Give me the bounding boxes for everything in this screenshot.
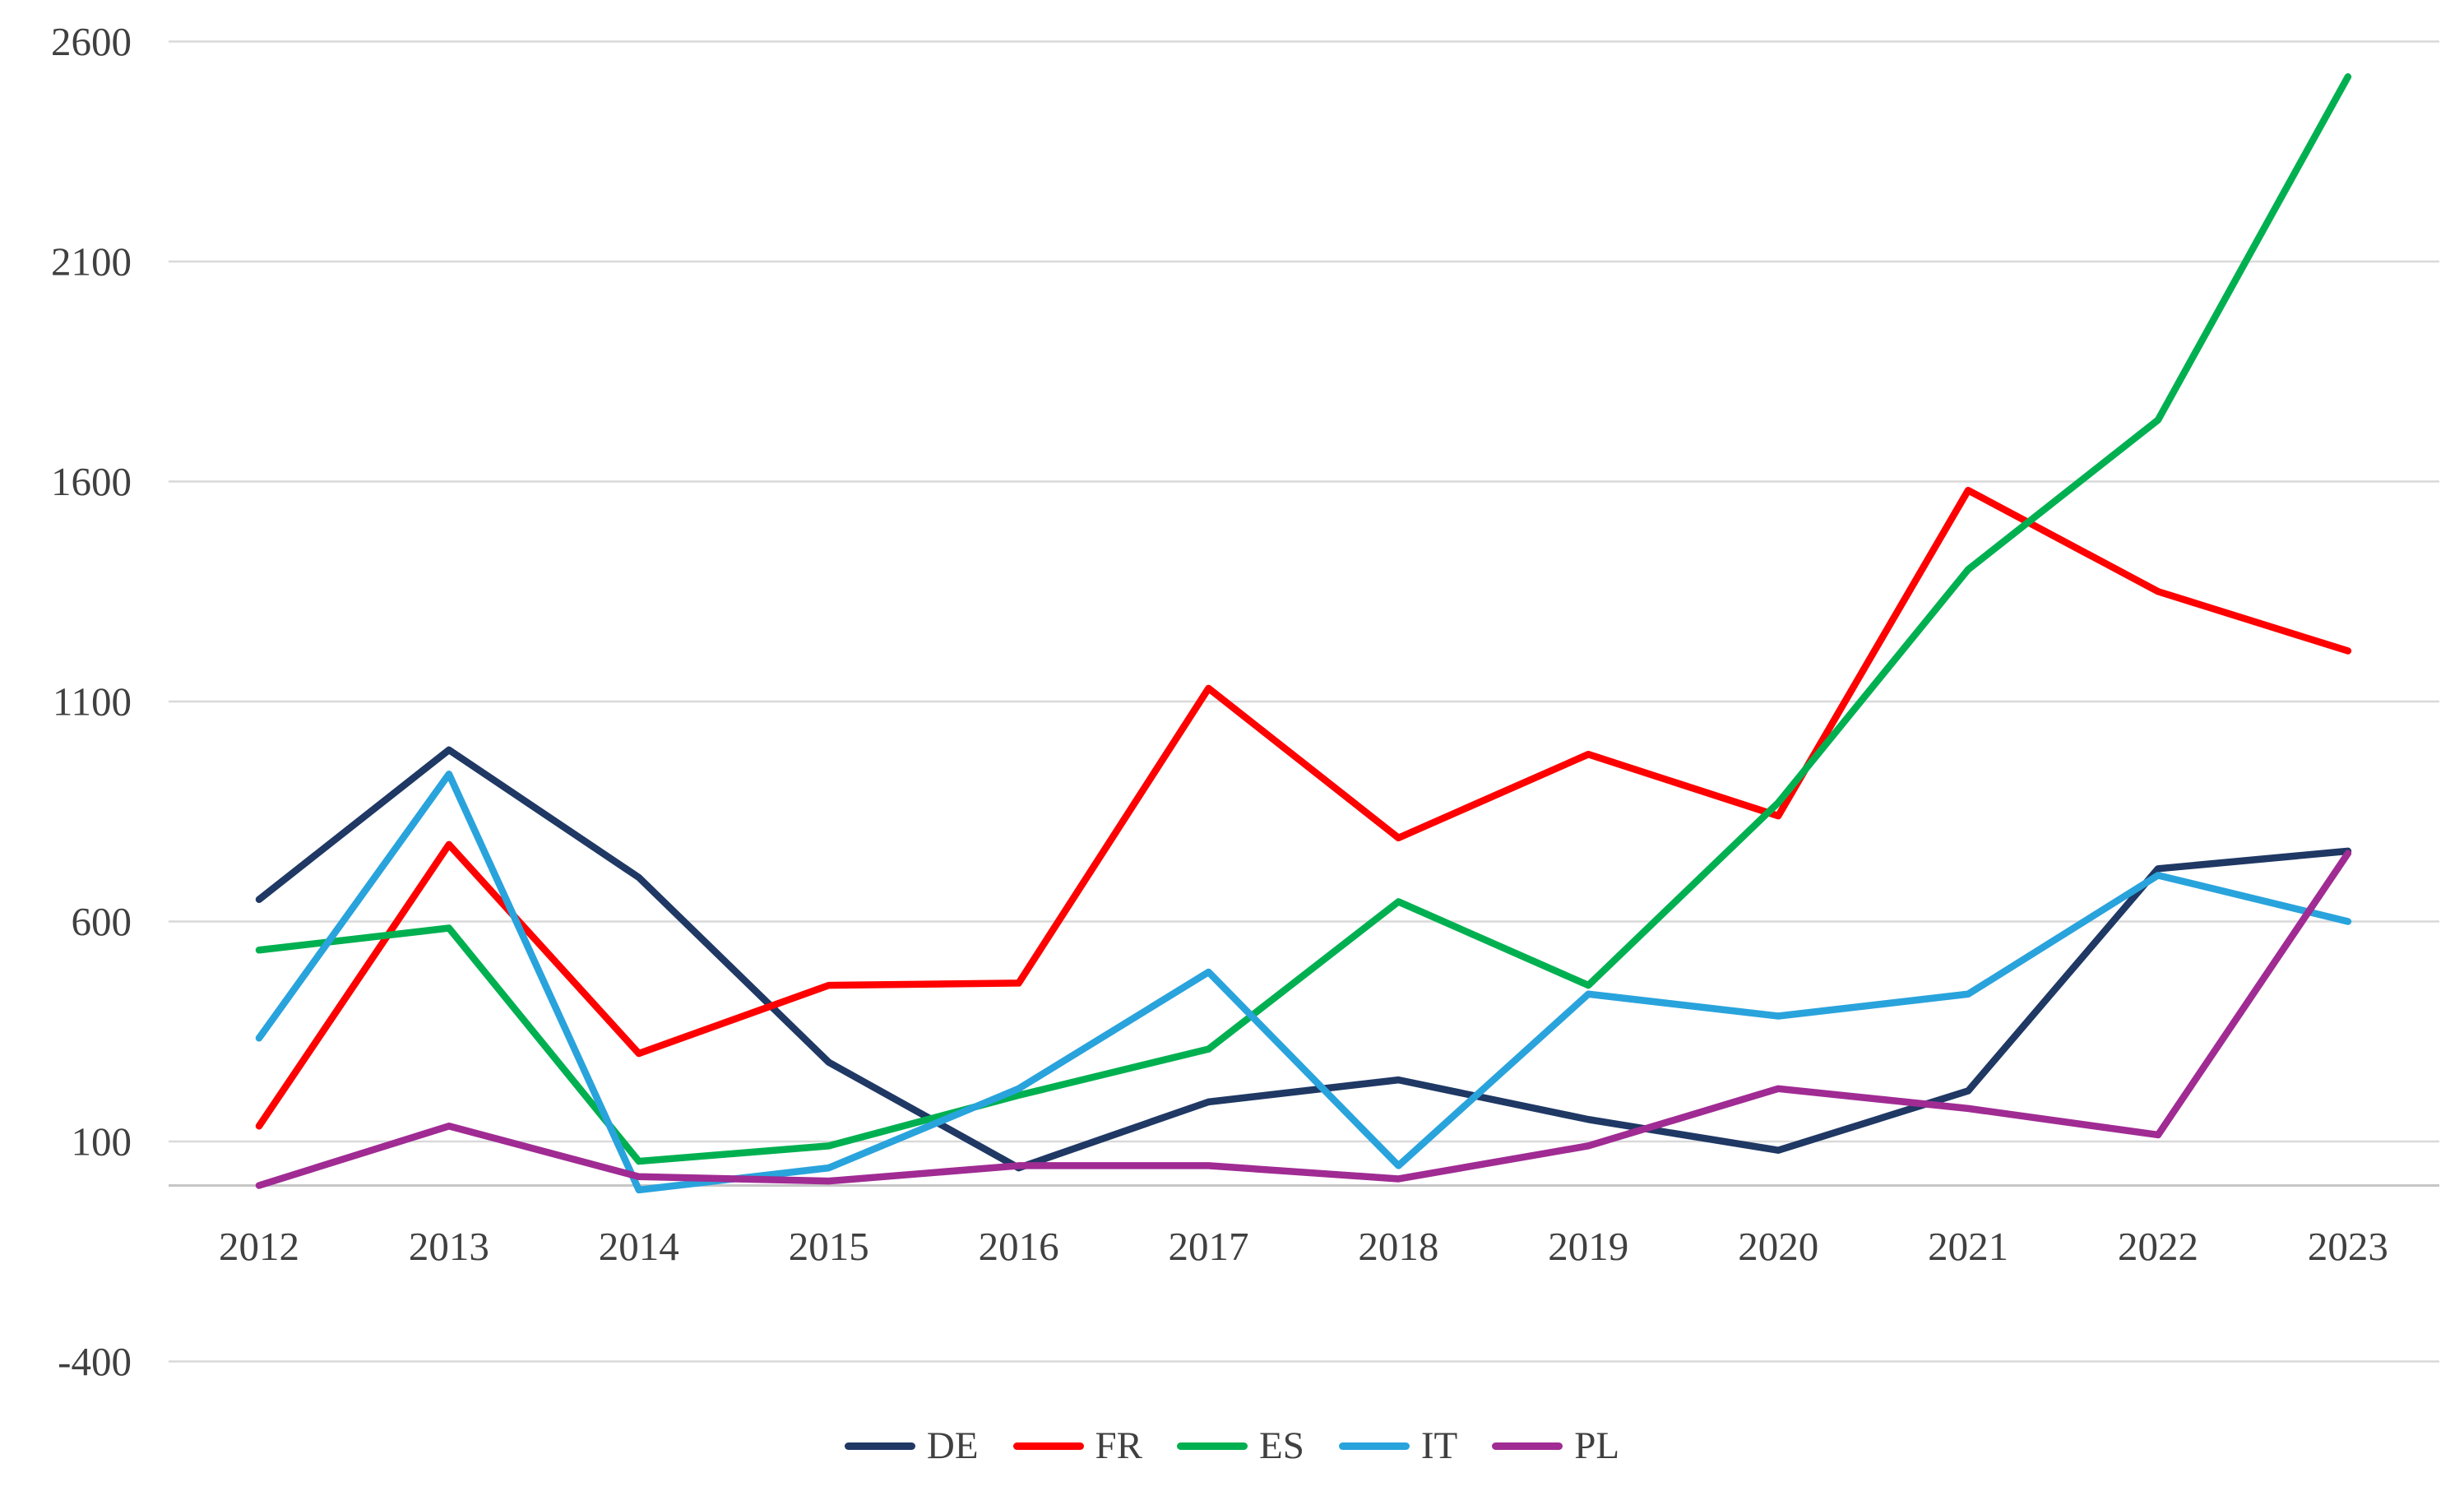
y-tick-label-2600: 2600 <box>51 19 132 64</box>
legend-item-ES: ES <box>1177 1427 1304 1466</box>
x-tick-label-2016: 2016 <box>979 1224 1059 1269</box>
x-tick-label-2018: 2018 <box>1358 1224 1438 1269</box>
x-tick-label-2023: 2023 <box>2308 1224 2388 1269</box>
legend-label-PL: PL <box>1574 1424 1620 1467</box>
series-line-FR <box>255 486 2352 1130</box>
y-tick-label-600: 600 <box>72 899 132 944</box>
x-tick-label-2013: 2013 <box>409 1224 489 1269</box>
y-tick-label-1600: 1600 <box>51 459 132 504</box>
legend-item-FR: FR <box>1012 1424 1143 1467</box>
legend-label-DE: DE <box>926 1424 979 1467</box>
legend-swatch-PL <box>1492 1442 1563 1450</box>
y-tick-label-2100: 2100 <box>51 239 132 285</box>
legend: DE FR ES IT PL <box>0 1427 2464 1466</box>
x-tick-label-2017: 2017 <box>1169 1224 1249 1269</box>
x-tick-label-2022: 2022 <box>2118 1224 2198 1269</box>
series-line-DE <box>255 746 2352 1172</box>
legend-swatch-ES <box>1177 1442 1248 1450</box>
x-tick-label-2020: 2020 <box>1738 1224 1818 1269</box>
legend-swatch-DE <box>844 1442 915 1450</box>
y-tick-label-1100: 1100 <box>53 679 132 725</box>
series-line-IT <box>255 771 2352 1194</box>
x-tick-label-2021: 2021 <box>1928 1224 2008 1269</box>
x-tick-label-2012: 2012 <box>219 1224 299 1269</box>
series-line-PL <box>255 850 2352 1189</box>
legend-item-PL: PL <box>1492 1427 1619 1466</box>
x-tick-label-2019: 2019 <box>1548 1224 1628 1269</box>
y-tick-label-100: 100 <box>72 1119 132 1165</box>
legend-label-FR: FR <box>1095 1424 1143 1467</box>
legend-label-ES: ES <box>1259 1424 1304 1467</box>
x-tick-label-2015: 2015 <box>789 1224 869 1269</box>
legend-item-DE: DE <box>844 1424 979 1467</box>
series-line-ES <box>255 73 2352 1165</box>
x-tick-label-2014: 2014 <box>599 1224 679 1269</box>
y-tick-label--400: -400 <box>58 1339 132 1384</box>
legend-swatch-IT <box>1338 1442 1410 1450</box>
legend-item-IT: IT <box>1338 1424 1458 1467</box>
legend-label-IT: IT <box>1420 1424 1458 1467</box>
legend-swatch-FR <box>1012 1442 1084 1450</box>
